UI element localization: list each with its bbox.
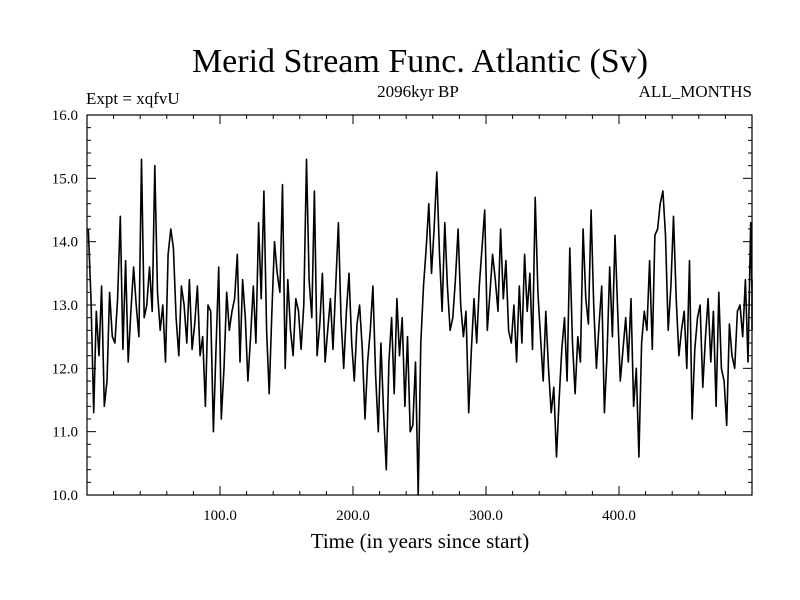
y-tick-label: 10.0 — [52, 488, 78, 504]
y-tick-label: 12.0 — [52, 361, 78, 377]
y-tick-label: 14.0 — [52, 235, 78, 251]
y-tick-label: 11.0 — [52, 425, 78, 441]
y-axis-tick-labels: 10.0 11.0 12.0 13.0 14.0 15.0 16.0 — [52, 108, 78, 504]
x-tick-label: 300.0 — [469, 508, 503, 524]
months-label: ALL_MONTHS — [639, 82, 752, 101]
chart-title: Merid Stream Func. Atlantic (Sv) — [192, 43, 648, 80]
y-tick-label: 16.0 — [52, 108, 78, 124]
x-axis-label: Time (in years since start) — [311, 529, 530, 553]
x-tick-label: 100.0 — [203, 508, 237, 524]
y-tick-label: 15.0 — [52, 171, 78, 187]
x-axis-tick-labels: 100.0 200.0 300.0 400.0 — [203, 508, 636, 524]
x-tick-label: 400.0 — [602, 508, 636, 524]
plot-frame — [86, 114, 753, 496]
experiment-label: Expt = xqfvU — [86, 89, 180, 108]
x-tick-label: 200.0 — [336, 508, 370, 524]
series-line — [87, 158, 753, 496]
period-label: 2096kyr BP — [377, 82, 459, 101]
y-tick-label: 13.0 — [52, 298, 78, 314]
